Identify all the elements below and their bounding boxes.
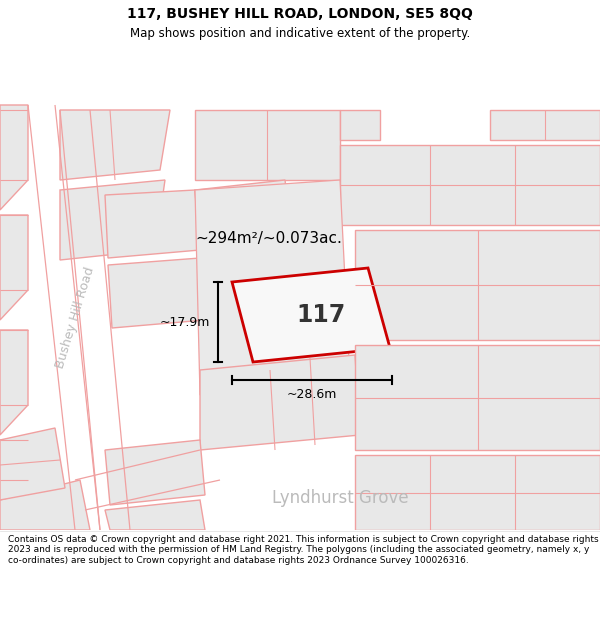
Polygon shape	[340, 110, 380, 140]
Text: ~17.9m: ~17.9m	[160, 316, 210, 329]
Polygon shape	[0, 428, 65, 500]
Text: Contains OS data © Crown copyright and database right 2021. This information is : Contains OS data © Crown copyright and d…	[8, 535, 599, 565]
Polygon shape	[195, 180, 350, 395]
Polygon shape	[0, 440, 28, 510]
Polygon shape	[60, 110, 170, 180]
Text: Lyndhurst Grove: Lyndhurst Grove	[272, 489, 409, 507]
Polygon shape	[105, 190, 200, 258]
Polygon shape	[195, 180, 295, 270]
Polygon shape	[490, 110, 600, 140]
Polygon shape	[340, 145, 600, 225]
Polygon shape	[60, 180, 165, 260]
Polygon shape	[105, 440, 205, 505]
Polygon shape	[0, 480, 90, 530]
Polygon shape	[108, 258, 205, 328]
Polygon shape	[355, 455, 600, 530]
Polygon shape	[355, 345, 600, 450]
Text: ~294m²/~0.073ac.: ~294m²/~0.073ac.	[195, 231, 342, 246]
Polygon shape	[232, 268, 390, 362]
Text: ~28.6m: ~28.6m	[287, 388, 337, 401]
Text: 117, BUSHEY HILL ROAD, LONDON, SE5 8QQ: 117, BUSHEY HILL ROAD, LONDON, SE5 8QQ	[127, 7, 473, 21]
Polygon shape	[105, 500, 205, 530]
Polygon shape	[200, 355, 360, 450]
Text: Map shows position and indicative extent of the property.: Map shows position and indicative extent…	[130, 28, 470, 41]
Polygon shape	[0, 330, 28, 435]
Polygon shape	[0, 215, 28, 320]
Polygon shape	[195, 110, 340, 180]
Text: Bushey Hill Road: Bushey Hill Road	[53, 266, 97, 371]
Text: 117: 117	[296, 303, 346, 327]
Polygon shape	[355, 230, 600, 340]
Polygon shape	[0, 105, 28, 210]
